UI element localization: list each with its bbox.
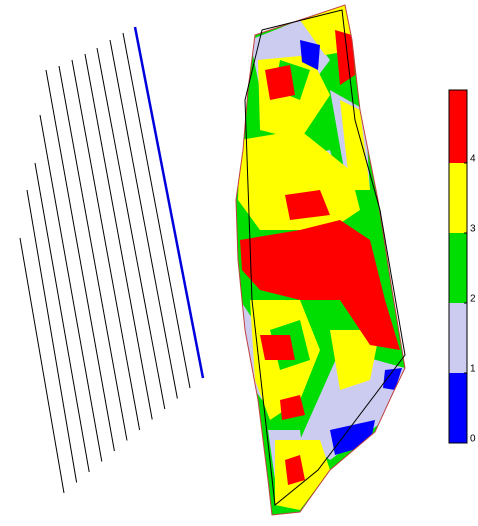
track-line (84, 53, 153, 420)
track-line (39, 114, 103, 462)
colorbar-tick-label: 3 (470, 224, 476, 235)
colorbar-frame (448, 89, 468, 444)
colorbar-tick-label: 0 (470, 434, 476, 445)
zone (285, 455, 305, 485)
track-lines (19, 26, 205, 494)
zone (240, 220, 400, 350)
track-line (96, 47, 166, 410)
zone (383, 368, 402, 390)
track-line (34, 162, 90, 473)
track-line (26, 189, 78, 483)
colorbar-tick-label: 2 (470, 294, 476, 305)
zone (280, 395, 305, 420)
zone (238, 130, 360, 230)
zone (335, 30, 355, 85)
colorbar-band (449, 303, 467, 373)
zone (260, 335, 295, 360)
boundary-line (244, 9, 406, 506)
track-line (71, 59, 141, 431)
colorbar-tick-label: 4 (470, 154, 476, 165)
zone (330, 330, 380, 390)
colorbar: 0 1 2 3 4 (448, 89, 476, 445)
field-map (236, 5, 405, 515)
colorbar-tick-label: 1 (470, 364, 476, 375)
colorbar-band (449, 373, 467, 443)
zone (300, 40, 320, 70)
zone (300, 350, 405, 460)
track-line (45, 69, 115, 452)
colorbar-band (449, 90, 467, 163)
track-line (58, 65, 128, 441)
zone (285, 190, 330, 220)
colorbar-band (449, 233, 467, 303)
track-line (133, 26, 205, 379)
colorbar-band (449, 163, 467, 233)
track-line (19, 237, 65, 494)
zone (265, 65, 295, 100)
track-line (122, 32, 191, 389)
zone (340, 100, 370, 190)
field-edge (235, 4, 406, 516)
track-line (109, 39, 178, 399)
